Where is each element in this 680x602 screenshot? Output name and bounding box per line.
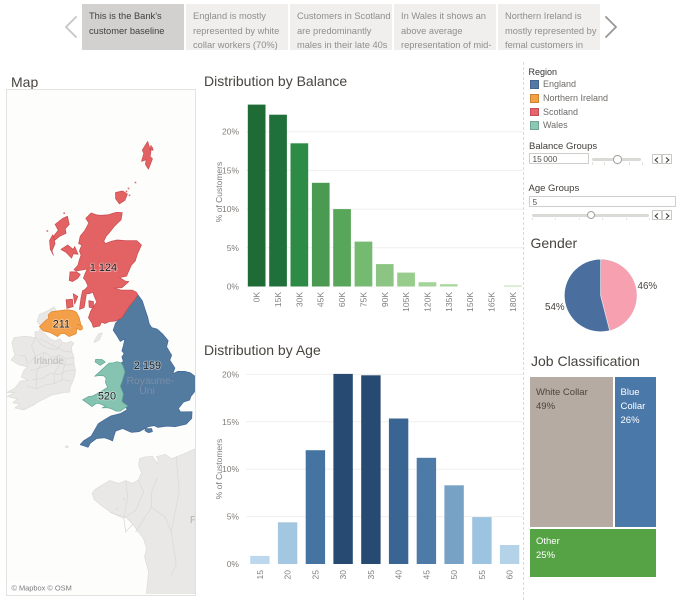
svg-text:5%: 5% [227,243,240,253]
svg-text:165K: 165K [487,292,497,312]
svg-text:211: 211 [53,319,70,331]
svg-text:20%: 20% [222,127,239,137]
svg-text:15%: 15% [222,417,239,427]
svg-text:10%: 10% [222,204,239,214]
svg-text:60: 60 [505,570,515,580]
svg-text:% of Customers: % of Customers [214,162,224,222]
svg-text:60K: 60K [337,292,347,307]
svg-text:90K: 90K [380,292,390,307]
svg-text:30K: 30K [294,292,304,307]
svg-text:120K: 120K [422,292,432,312]
svg-text:Fr: Fr [190,515,196,526]
svg-text:0K: 0K [252,292,262,303]
svg-text:0%: 0% [227,559,240,569]
svg-text:75K: 75K [358,292,368,307]
svg-text:Irlande: Irlande [34,356,65,367]
svg-text:Uni: Uni [139,386,155,397]
svg-text:© Mapbox © OSM: © Mapbox © OSM [11,583,71,592]
svg-text:45: 45 [421,570,431,580]
svg-text:15K: 15K [273,292,283,307]
svg-text:40: 40 [394,570,404,580]
svg-text:105K: 105K [401,292,411,312]
svg-text:55: 55 [477,570,487,580]
svg-text:Royaume-: Royaume- [127,376,175,387]
svg-text:1 124: 1 124 [90,262,117,274]
svg-text:50: 50 [449,570,459,580]
svg-text:15%: 15% [222,165,239,175]
svg-text:30: 30 [338,570,348,580]
svg-text:20: 20 [283,570,293,580]
svg-text:10%: 10% [222,464,239,474]
svg-text:35: 35 [366,570,376,580]
svg-text:135K: 135K [444,292,454,312]
svg-text:0%: 0% [227,282,240,292]
svg-text:180K: 180K [508,292,518,312]
svg-text:5%: 5% [227,512,240,522]
svg-text:20%: 20% [222,369,239,379]
svg-text:45K: 45K [316,292,326,307]
svg-text:2 159: 2 159 [134,360,161,372]
svg-text:15: 15 [255,570,265,580]
svg-text:520: 520 [98,390,116,402]
svg-text:% of Customers: % of Customers [214,439,224,499]
svg-text:150K: 150K [465,292,475,312]
svg-text:25: 25 [310,570,320,580]
